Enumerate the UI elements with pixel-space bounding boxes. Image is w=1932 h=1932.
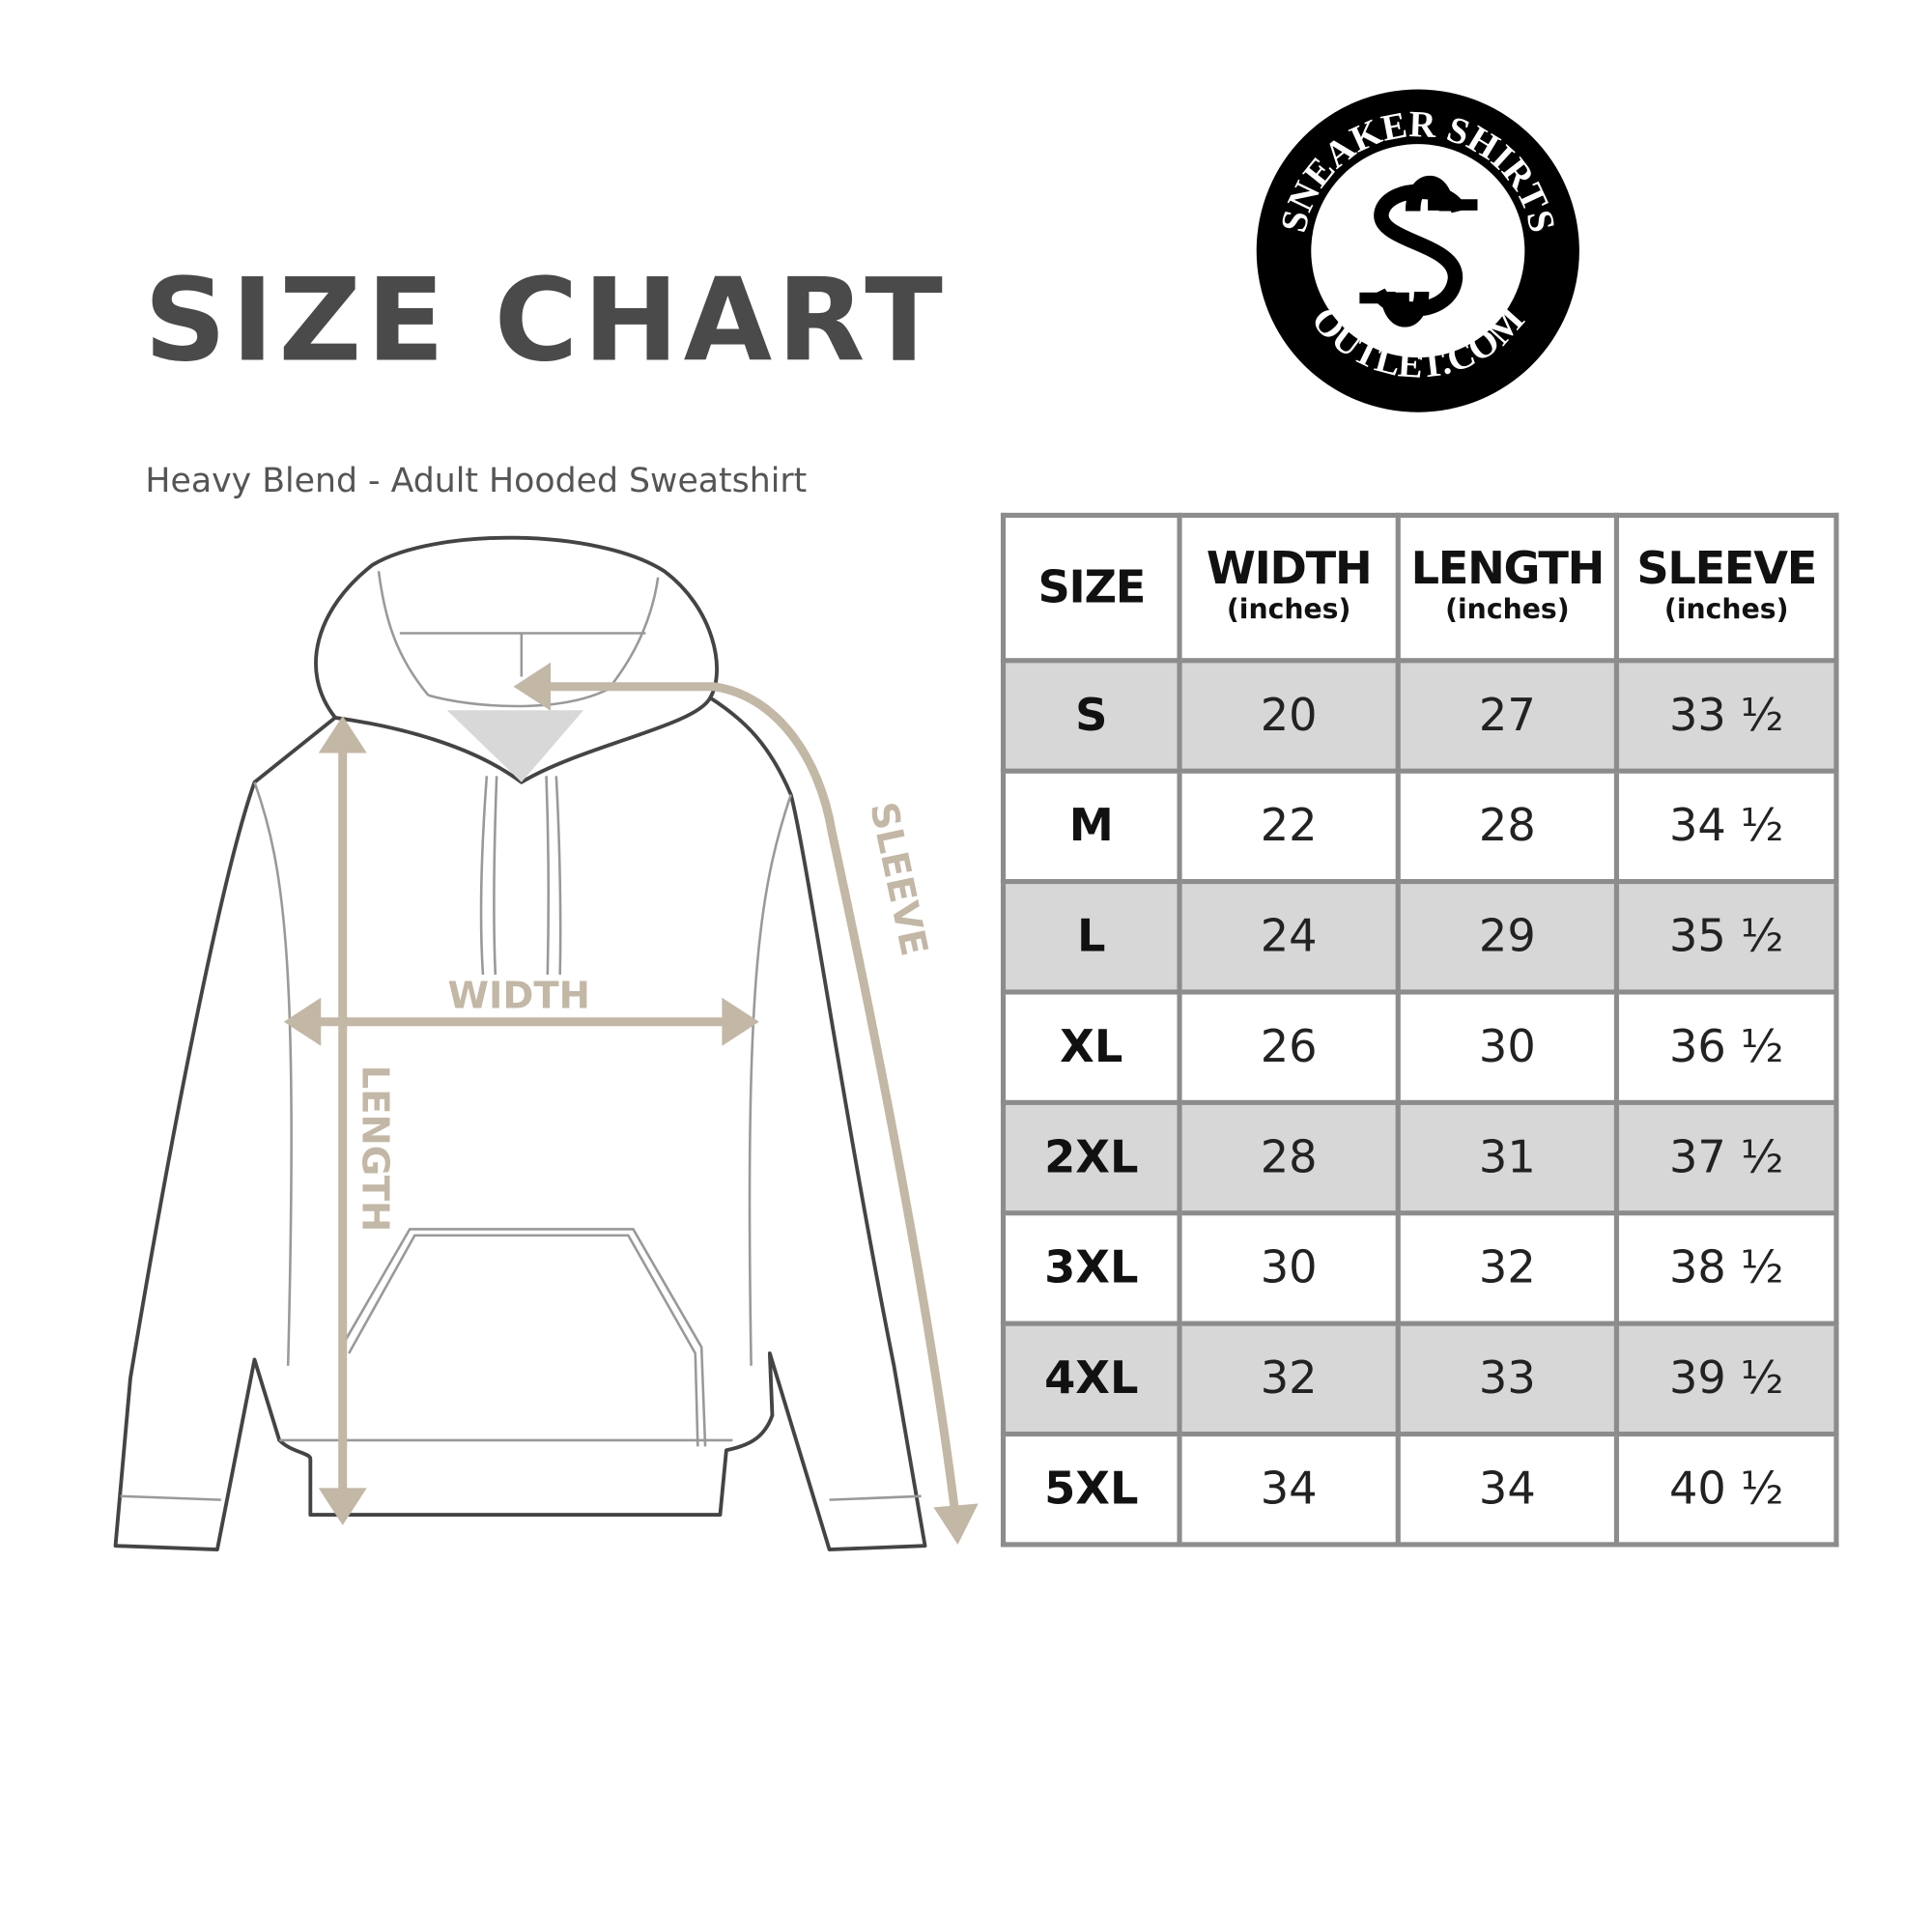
length-cell: 28 xyxy=(1395,768,1620,885)
table-row: 2XL 28 31 37 ½ xyxy=(1000,1099,1839,1216)
length-cell: 31 xyxy=(1395,1099,1620,1216)
page-title: SIZE CHART xyxy=(144,254,949,388)
width-cell: 30 xyxy=(1177,1210,1401,1326)
header-width: WIDTH (inches) xyxy=(1177,512,1401,664)
width-cell: 24 xyxy=(1177,878,1401,995)
sleeve-cell: 39 ½ xyxy=(1613,1321,1839,1437)
length-cell: 32 xyxy=(1395,1210,1620,1326)
size-cell: M xyxy=(1000,768,1182,885)
product-subtitle: Heavy Blend - Adult Hooded Sweatshirt xyxy=(145,462,808,500)
sleeve-cell: 35 ½ xyxy=(1613,878,1839,995)
size-table: SIZE WIDTH (inches) LENGTH (inches) SLEEVE… xyxy=(1000,512,1839,1548)
sleeve-cell: 33 ½ xyxy=(1613,658,1839,774)
brand-logo: SNEAKER SHIRTS OUTLET.COM xyxy=(1256,89,1579,412)
table-header-row: SIZE WIDTH (inches) LENGTH (inches) SLEEVE… xyxy=(1000,512,1839,664)
header-length: LENGTH (inches) xyxy=(1395,512,1620,664)
size-cell: XL xyxy=(1000,989,1182,1105)
width-cell: 20 xyxy=(1177,658,1401,774)
table-row: L 24 29 35 ½ xyxy=(1000,878,1839,995)
hoodie-diagram: WIDTH LENGTH SLEEVE xyxy=(113,535,979,1551)
size-cell: 4XL xyxy=(1000,1321,1182,1437)
width-cell: 22 xyxy=(1177,768,1401,885)
logo-monogram-icon xyxy=(1359,176,1478,327)
length-cell: 30 xyxy=(1395,989,1620,1105)
table-row: 4XL 32 33 39 ½ xyxy=(1000,1321,1839,1437)
size-cell: L xyxy=(1000,878,1182,995)
length-cell: 27 xyxy=(1395,658,1620,774)
sleeve-label: SLEEVE xyxy=(861,798,936,959)
length-cell: 29 xyxy=(1395,878,1620,995)
table-row: M 22 28 34 ½ xyxy=(1000,768,1839,885)
width-cell: 34 xyxy=(1177,1431,1401,1548)
table-row: 3XL 30 32 38 ½ xyxy=(1000,1210,1839,1326)
width-cell: 32 xyxy=(1177,1321,1401,1437)
sleeve-cell: 36 ½ xyxy=(1613,989,1839,1105)
table-row: XL 26 30 36 ½ xyxy=(1000,989,1839,1105)
width-label: WIDTH xyxy=(448,975,590,1018)
sleeve-cell: 40 ½ xyxy=(1613,1431,1839,1548)
sleeve-cell: 34 ½ xyxy=(1613,768,1839,885)
length-label: LENGTH xyxy=(353,1065,396,1233)
size-cell: S xyxy=(1000,658,1182,774)
table-row: S 20 27 33 ½ xyxy=(1000,658,1839,774)
size-cell: 3XL xyxy=(1000,1210,1182,1326)
header-size: SIZE xyxy=(1000,512,1182,664)
width-cell: 26 xyxy=(1177,989,1401,1105)
length-cell: 33 xyxy=(1395,1321,1620,1437)
size-cell: 5XL xyxy=(1000,1431,1182,1548)
length-cell: 34 xyxy=(1395,1431,1620,1548)
width-cell: 28 xyxy=(1177,1099,1401,1216)
header-sleeve: SLEEVE (inches) xyxy=(1613,512,1839,664)
sleeve-cell: 38 ½ xyxy=(1613,1210,1839,1326)
table-row: 5XL 34 34 40 ½ xyxy=(1000,1431,1839,1548)
size-cell: 2XL xyxy=(1000,1099,1182,1216)
sleeve-cell: 37 ½ xyxy=(1613,1099,1839,1216)
